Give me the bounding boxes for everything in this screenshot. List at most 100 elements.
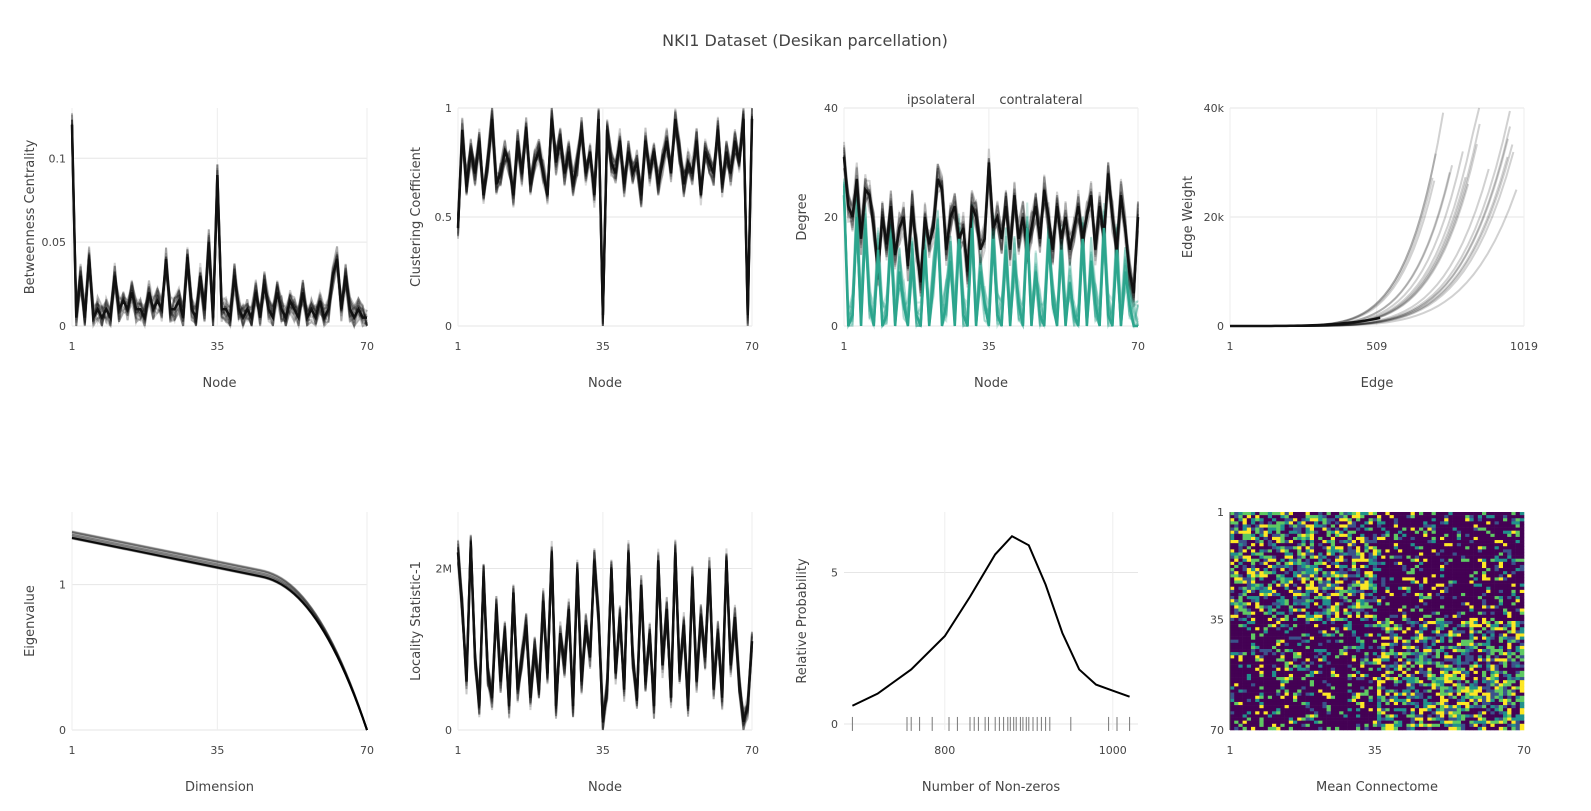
heatmap-cell [1381, 530, 1386, 535]
heatmap-cell [1423, 670, 1428, 675]
heatmap-cell [1393, 652, 1399, 656]
heatmap-cell [1322, 649, 1327, 653]
heatmap-cell [1309, 608, 1315, 612]
heatmap-cell [1419, 639, 1424, 644]
heatmap-cell [1461, 533, 1466, 538]
heatmap-cell [1351, 527, 1357, 531]
heatmap-cell [1423, 515, 1428, 519]
heatmap-cell [1490, 664, 1495, 669]
heatmap-cell [1515, 673, 1521, 678]
heatmap-cell [1440, 602, 1445, 606]
heatmap-cell [1335, 639, 1340, 644]
heatmap-cell [1330, 624, 1336, 628]
heatmap-cell [1347, 633, 1353, 637]
heatmap-cell [1372, 574, 1378, 578]
heatmap-cell [1372, 664, 1378, 669]
heatmap-cell [1347, 571, 1353, 575]
heatmap-cell [1314, 701, 1319, 706]
heatmap-cell [1234, 683, 1239, 687]
heatmap-cell [1423, 530, 1428, 535]
heatmap-cell [1398, 711, 1403, 715]
heatmap-cell [1372, 661, 1378, 665]
heatmap-cell [1259, 711, 1264, 715]
heatmap-cell [1339, 649, 1344, 653]
heatmap-cell [1465, 592, 1470, 597]
heatmap-cell [1402, 686, 1407, 690]
heatmap-cell [1234, 689, 1239, 693]
heatmap-cell [1507, 589, 1512, 594]
heatmap-cell [1511, 636, 1516, 640]
heatmap-cell [1259, 720, 1264, 725]
heatmap-cell [1452, 683, 1458, 687]
heatmap-cell [1406, 670, 1411, 675]
heatmap-cell [1469, 717, 1474, 721]
heatmap-cell [1318, 658, 1323, 662]
heatmap-cell [1297, 602, 1302, 606]
heatmap-cell [1494, 549, 1500, 553]
heatmap-cell [1448, 621, 1453, 625]
heatmap-cell [1330, 711, 1336, 715]
heatmap-cell [1482, 617, 1487, 622]
heatmap-cell [1494, 711, 1500, 715]
heatmap-cell [1276, 515, 1281, 519]
heatmap-cell [1339, 599, 1344, 603]
heatmap-cell [1267, 515, 1273, 519]
heatmap-cell [1389, 667, 1395, 672]
heatmap-cell [1330, 611, 1336, 616]
heatmap-cell [1326, 540, 1332, 544]
heatmap-cell [1456, 670, 1462, 675]
heatmap-cell [1419, 602, 1424, 606]
heatmap-cell [1440, 549, 1445, 553]
heatmap-cell [1339, 624, 1344, 628]
heatmap-cell [1364, 705, 1369, 709]
heatmap-cell [1465, 543, 1470, 547]
heatmap-cell [1431, 577, 1437, 581]
heatmap-cell [1393, 530, 1399, 535]
heatmap-cell [1276, 555, 1281, 560]
heatmap-cell [1393, 686, 1399, 690]
heatmap-cell [1293, 540, 1298, 544]
heatmap-cell [1335, 540, 1340, 544]
heatmap-cell [1473, 692, 1479, 697]
heatmap-cell [1343, 602, 1348, 606]
heatmap-cell [1305, 577, 1311, 581]
heatmap-cell [1398, 652, 1403, 656]
heatmap-cell [1267, 586, 1273, 591]
heatmap-cell [1465, 698, 1470, 703]
heatmap-cell [1272, 621, 1277, 625]
heatmap-cell [1301, 683, 1306, 687]
heatmap-cell [1498, 592, 1504, 597]
heatmap-cell [1465, 652, 1470, 656]
heatmap-cell [1423, 512, 1428, 516]
heatmap-cell [1503, 524, 1508, 528]
heatmap-cell [1230, 543, 1235, 547]
heatmap-cell [1494, 583, 1500, 588]
heatmap-cell [1259, 621, 1264, 625]
heatmap-cell [1486, 686, 1491, 690]
heatmap-cell [1427, 655, 1432, 659]
heatmap-cell [1293, 705, 1298, 709]
heatmap-cell [1381, 664, 1386, 669]
heatmap-cell [1238, 527, 1243, 531]
heatmap-cell [1494, 673, 1500, 678]
heatmap-cell [1482, 717, 1487, 721]
heatmap-cell [1280, 574, 1285, 578]
heatmap-cell [1360, 717, 1365, 721]
heatmap-cell [1330, 552, 1336, 556]
heatmap-cell [1482, 536, 1487, 541]
heatmap-cell [1431, 633, 1437, 637]
heatmap-cell [1465, 596, 1470, 600]
heatmap-cell [1263, 577, 1269, 581]
heatmap-cell [1398, 549, 1403, 553]
heatmap-cell [1351, 577, 1357, 581]
heatmap-cell [1251, 708, 1256, 712]
heatmap-cell [1482, 552, 1487, 556]
heatmap-cell [1255, 608, 1260, 612]
heatmap-cell [1305, 695, 1311, 700]
heatmap-cell [1494, 543, 1500, 547]
heatmap-cell [1398, 571, 1403, 575]
heatmap-cell [1322, 652, 1327, 656]
heatmap-cell [1511, 536, 1516, 541]
heatmap-cell [1444, 589, 1449, 594]
